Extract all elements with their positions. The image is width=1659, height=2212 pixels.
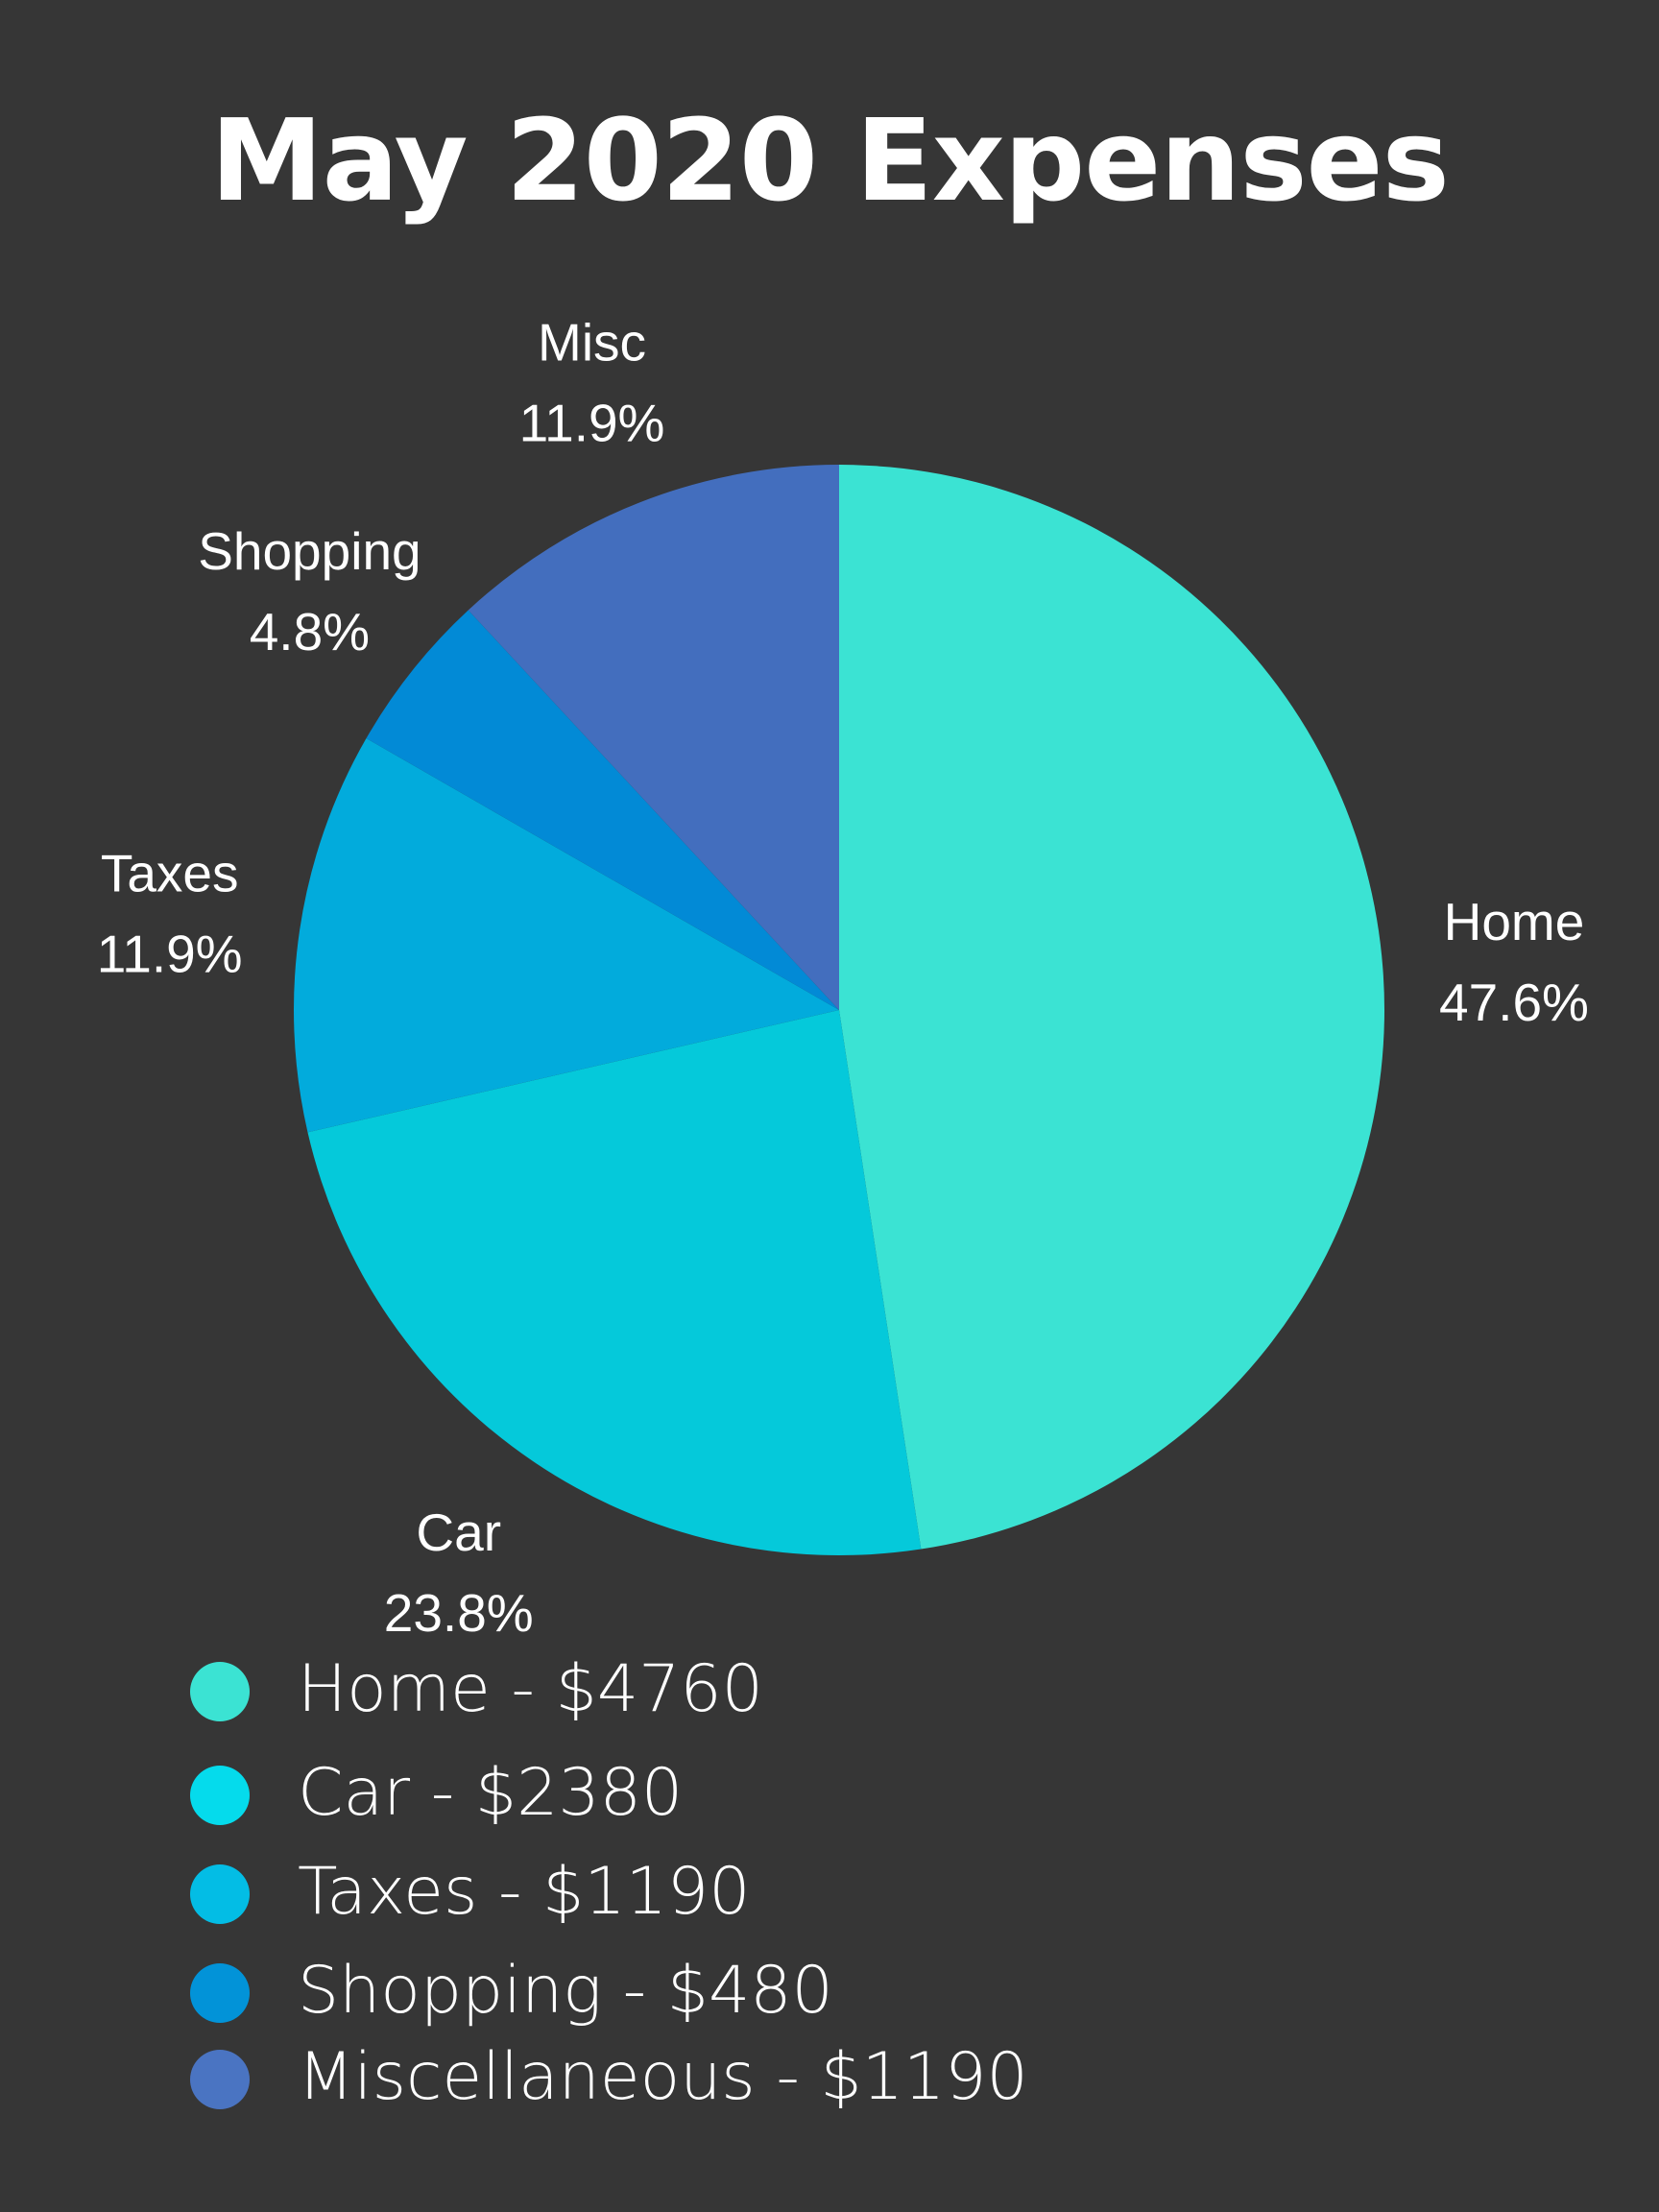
pie-slice-taxes — [294, 738, 839, 1133]
legend-swatch-icon — [190, 1766, 250, 1825]
legend-swatch-icon — [190, 1662, 250, 1721]
slice-name-label: Taxes — [101, 843, 239, 902]
slice-name-label: Shopping — [198, 521, 421, 581]
slice-label-shopping: Shopping 4.8% — [198, 521, 421, 661]
legend-label: Miscellaneous - $1190 — [298, 2039, 1028, 2115]
slice-percent-label: 47.6% — [1439, 973, 1589, 1032]
pie-slice-misc — [468, 465, 839, 1010]
slice-label-car: Car 23.8% — [384, 1503, 534, 1643]
legend-label: Taxes - $1190 — [298, 1854, 751, 1930]
pie-slice-home — [839, 465, 1384, 1550]
slice-percent-label: 23.8% — [384, 1583, 534, 1643]
legend-swatch-icon — [190, 2050, 250, 2109]
slice-name-label: Home — [1444, 892, 1585, 951]
slice-percent-label: 4.8% — [250, 602, 370, 661]
slice-label-misc: Misc 11.9% — [519, 313, 665, 453]
pie-slice-car — [307, 1010, 922, 1555]
slice-percent-label: 11.9% — [97, 924, 243, 983]
pie-chart: Home 47.6% Car 23.8% Taxes 11.9% Shopping 4.8% M… — [97, 313, 1589, 1643]
legend-label: Shopping - $480 — [298, 1953, 833, 2029]
chart-title: May 2020 Expenses — [210, 94, 1450, 227]
slice-name-label: Misc — [538, 313, 646, 373]
slice-name-label: Car — [416, 1503, 501, 1562]
slice-label-home: Home 47.6% — [1439, 892, 1589, 1032]
pie-slice-shopping — [366, 610, 839, 1010]
slice-label-taxes: Taxes 11.9% — [97, 843, 243, 983]
slice-percent-label: 11.9% — [519, 394, 665, 453]
legend-label: Home - $4760 — [298, 1651, 763, 1727]
legend-label: Car - $2380 — [298, 1755, 684, 1831]
legend-swatch-icon — [190, 1963, 250, 2023]
legend-swatch-icon — [190, 1864, 250, 1924]
